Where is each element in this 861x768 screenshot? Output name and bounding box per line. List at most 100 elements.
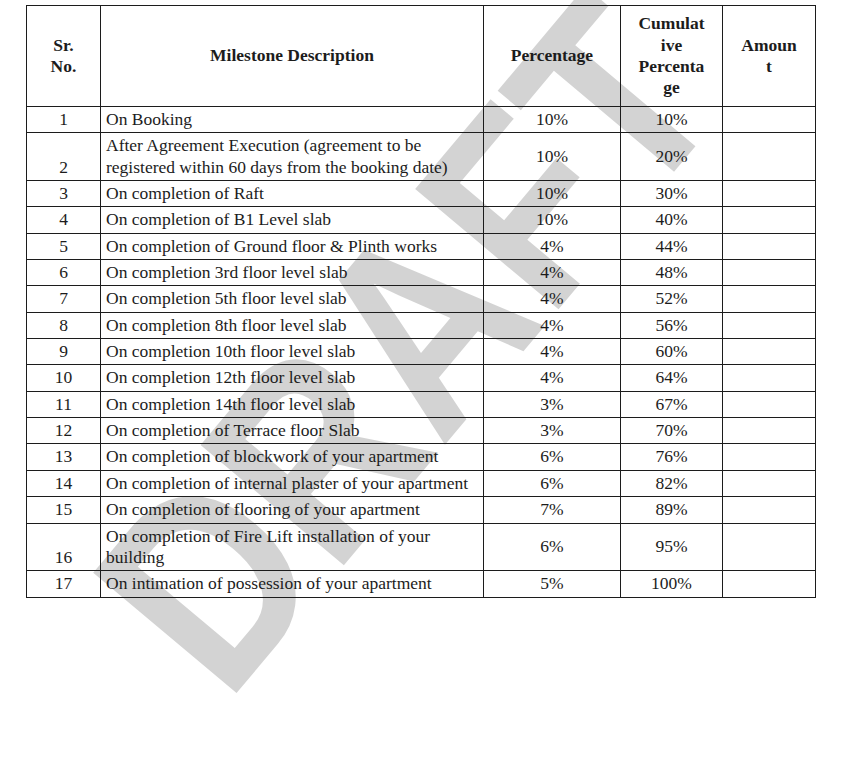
table-header-row: Sr. No. Milestone Description Percentage… [27, 6, 816, 107]
cell-percentage: 10% [484, 133, 621, 181]
cell-milestone-description: On Booking [101, 107, 484, 133]
cell-sr-no: 17 [27, 571, 101, 597]
table-row: 13 On completion of blockwork of your ap… [27, 444, 816, 470]
cell-amount [723, 286, 816, 312]
cell-sr-no: 10 [27, 365, 101, 391]
cell-amount [723, 418, 816, 444]
cell-sr-no: 6 [27, 260, 101, 286]
cell-sr-no: 7 [27, 286, 101, 312]
cell-amount [723, 339, 816, 365]
cell-sr-no: 13 [27, 444, 101, 470]
cell-percentage: 4% [484, 286, 621, 312]
header-amount: Amoun t [723, 6, 816, 107]
cell-percentage: 10% [484, 181, 621, 207]
cell-percentage: 4% [484, 233, 621, 259]
cell-cumulative-percentage: 76% [621, 444, 723, 470]
cell-cumulative-percentage: 60% [621, 339, 723, 365]
cell-milestone-description: On completion 3rd floor level slab [101, 260, 484, 286]
milestone-payment-table: Sr. No. Milestone Description Percentage… [26, 5, 816, 598]
cell-sr-no: 9 [27, 339, 101, 365]
cell-amount [723, 444, 816, 470]
cell-milestone-description: On completion of internal plaster of you… [101, 470, 484, 496]
cell-cumulative-percentage: 52% [621, 286, 723, 312]
header-sr-no: Sr. No. [27, 6, 101, 107]
cell-percentage: 4% [484, 365, 621, 391]
cell-milestone-description: On completion 10th floor level slab [101, 339, 484, 365]
cell-amount [723, 312, 816, 338]
cell-sr-no: 3 [27, 181, 101, 207]
table-body: 1 On Booking 10% 10% 2 After Agreement E… [27, 107, 816, 598]
cell-amount [723, 470, 816, 496]
cell-percentage: 10% [484, 107, 621, 133]
table-row: 9 On completion 10th floor level slab 4%… [27, 339, 816, 365]
cell-percentage: 6% [484, 444, 621, 470]
cell-sr-no: 12 [27, 418, 101, 444]
table-row: 1 On Booking 10% 10% [27, 107, 816, 133]
cell-percentage: 10% [484, 207, 621, 233]
cell-sr-no: 8 [27, 312, 101, 338]
cell-sr-no: 14 [27, 470, 101, 496]
cell-cumulative-percentage: 44% [621, 233, 723, 259]
table-row: 14 On completion of internal plaster of … [27, 470, 816, 496]
cell-cumulative-percentage: 20% [621, 133, 723, 181]
cell-amount [723, 233, 816, 259]
cell-amount [723, 133, 816, 181]
cell-percentage: 3% [484, 391, 621, 417]
cell-percentage: 6% [484, 470, 621, 496]
table-row: 3 On completion of Raft 10% 30% [27, 181, 816, 207]
cell-milestone-description: On completion 5th floor level slab [101, 286, 484, 312]
table-row: 5 On completion of Ground floor & Plinth… [27, 233, 816, 259]
cell-cumulative-percentage: 67% [621, 391, 723, 417]
cell-amount [723, 107, 816, 133]
cell-cumulative-percentage: 40% [621, 207, 723, 233]
cell-milestone-description: On completion of blockwork of your apart… [101, 444, 484, 470]
cell-milestone-description: On completion of flooring of your apartm… [101, 497, 484, 523]
cell-milestone-description: On completion 12th floor level slab [101, 365, 484, 391]
table-row: 6 On completion 3rd floor level slab 4% … [27, 260, 816, 286]
cell-sr-no: 16 [27, 523, 101, 571]
cell-cumulative-percentage: 56% [621, 312, 723, 338]
table-row: 16 On completion of Fire Lift installati… [27, 523, 816, 571]
cell-cumulative-percentage: 48% [621, 260, 723, 286]
table-row: 2 After Agreement Execution (agreement t… [27, 133, 816, 181]
table-row: 8 On completion 8th floor level slab 4% … [27, 312, 816, 338]
document-page: DRAFT Sr. No. Milestone Description Perc… [0, 0, 861, 768]
cell-amount [723, 571, 816, 597]
cell-sr-no: 11 [27, 391, 101, 417]
cell-milestone-description: On completion of Raft [101, 181, 484, 207]
cell-percentage: 7% [484, 497, 621, 523]
cell-milestone-description: On completion of B1 Level slab [101, 207, 484, 233]
cell-percentage: 4% [484, 339, 621, 365]
cell-sr-no: 4 [27, 207, 101, 233]
cell-cumulative-percentage: 89% [621, 497, 723, 523]
cell-amount [723, 207, 816, 233]
table-row: 12 On completion of Terrace floor Slab 3… [27, 418, 816, 444]
cell-milestone-description: After Agreement Execution (agreement to … [101, 133, 484, 181]
table-row: 7 On completion 5th floor level slab 4% … [27, 286, 816, 312]
cell-percentage: 3% [484, 418, 621, 444]
table-row: 11 On completion 14th floor level slab 3… [27, 391, 816, 417]
cell-percentage: 5% [484, 571, 621, 597]
cell-sr-no: 1 [27, 107, 101, 133]
table-row: 4 On completion of B1 Level slab 10% 40% [27, 207, 816, 233]
header-percentage: Percentage [484, 6, 621, 107]
cell-sr-no: 15 [27, 497, 101, 523]
cell-milestone-description: On completion of Fire Lift installation … [101, 523, 484, 571]
cell-sr-no: 5 [27, 233, 101, 259]
table-row: 15 On completion of flooring of your apa… [27, 497, 816, 523]
cell-percentage: 4% [484, 312, 621, 338]
cell-percentage: 6% [484, 523, 621, 571]
cell-cumulative-percentage: 95% [621, 523, 723, 571]
cell-amount [723, 260, 816, 286]
cell-amount [723, 497, 816, 523]
header-cumulative-percentage: Cumulat ive Percenta ge [621, 6, 723, 107]
cell-milestone-description: On completion 8th floor level slab [101, 312, 484, 338]
cell-milestone-description: On completion of Ground floor & Plinth w… [101, 233, 484, 259]
cell-amount [723, 523, 816, 571]
cell-cumulative-percentage: 64% [621, 365, 723, 391]
cell-milestone-description: On completion of Terrace floor Slab [101, 418, 484, 444]
cell-sr-no: 2 [27, 133, 101, 181]
table-row: 10 On completion 12th floor level slab 4… [27, 365, 816, 391]
cell-amount [723, 365, 816, 391]
cell-cumulative-percentage: 30% [621, 181, 723, 207]
